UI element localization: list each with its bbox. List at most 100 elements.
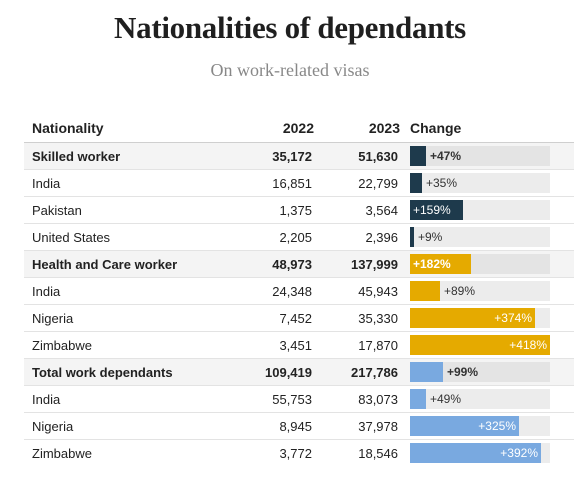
change-bar (410, 200, 463, 220)
nationality-cell: Skilled worker (24, 142, 232, 170)
change-bar (410, 335, 550, 355)
value-2023-cell: 17,870 (314, 331, 400, 359)
table-row: Zimbabwe 3,451 17,870 +418% (24, 331, 574, 359)
table-group-row: Health and Care worker 48,973 137,999 +182% (24, 250, 574, 278)
header-nationality: Nationality (32, 120, 104, 136)
page-title: Nationalities of dependants (114, 10, 466, 45)
nationality-cell: United States (24, 223, 232, 251)
value-2022-cell: 16,851 (232, 169, 314, 197)
value-2022-cell: 7,452 (232, 304, 314, 332)
value-2023-cell: 35,330 (314, 304, 400, 332)
value-2022-cell: 3,772 (232, 439, 314, 466)
nationality-cell: Health and Care worker (24, 250, 232, 278)
change-bar (410, 227, 414, 247)
table-group-row: Skilled worker 35,172 51,630 +47% (24, 142, 574, 170)
change-label: +418% (509, 338, 547, 352)
change-cell: +49% (400, 385, 574, 413)
change-bar (410, 281, 440, 301)
change-cell: +392% (400, 439, 574, 466)
nationality-cell: Zimbabwe (24, 331, 232, 359)
change-label: +159% (413, 203, 451, 217)
table-header-row: Nationality 2022 2023 Change (24, 114, 574, 143)
change-bar (410, 146, 426, 166)
nationality-cell: India (24, 169, 232, 197)
table-row: Nigeria 7,452 35,330 +374% (24, 304, 574, 332)
value-2023-cell: 2,396 (314, 223, 400, 251)
table-row: India 55,753 83,073 +49% (24, 385, 574, 413)
value-2022-cell: 3,451 (232, 331, 314, 359)
value-2023-cell: 217,786 (314, 358, 400, 386)
change-cell: +325% (400, 412, 574, 440)
change-label: +374% (494, 311, 532, 325)
change-label: +392% (500, 446, 538, 460)
change-label: +325% (478, 419, 516, 433)
nationality-cell: Total work dependants (24, 358, 232, 386)
change-bar-track: +159% (410, 200, 550, 220)
change-bar (410, 308, 535, 328)
change-bar-track: +182% (410, 254, 550, 274)
change-bar-track: +49% (410, 389, 550, 409)
header-2022: 2022 (282, 120, 314, 136)
value-2022-cell: 109,419 (232, 358, 314, 386)
change-label: +49% (430, 392, 462, 406)
change-bar-track: +99% (410, 362, 550, 382)
change-label: +9% (418, 230, 443, 244)
change-bar (410, 416, 519, 436)
nationality-cell: Nigeria (24, 412, 232, 440)
change-cell: +418% (400, 331, 574, 359)
value-2022-cell: 35,172 (232, 142, 314, 170)
value-2022-cell: 48,973 (232, 250, 314, 278)
table-row: India 24,348 45,943 +89% (24, 277, 574, 305)
value-2023-cell: 37,978 (314, 412, 400, 440)
change-cell: +89% (400, 277, 574, 305)
nationality-cell: India (24, 385, 232, 413)
change-cell: +9% (400, 223, 574, 251)
value-2023-cell: 83,073 (314, 385, 400, 413)
dependants-table: Nationality 2022 2023 Change Skilled wor… (24, 114, 574, 466)
table-row: Nigeria 8,945 37,978 +325% (24, 412, 574, 440)
change-cell: +99% (400, 358, 574, 386)
change-bar (410, 389, 426, 409)
change-bar-track: +89% (410, 281, 550, 301)
table-body: Skilled worker 35,172 51,630 +47% India 16,85… (24, 142, 574, 466)
nationality-cell: Nigeria (24, 304, 232, 332)
table-row: India 16,851 22,799 +35% (24, 169, 574, 197)
change-label: +35% (426, 176, 458, 190)
change-label: +99% (447, 365, 479, 379)
table-group-row: Total work dependants 109,419 217,786 +99% (24, 358, 574, 386)
change-bar (410, 254, 471, 274)
change-bar-track: +418% (410, 335, 550, 355)
change-label: +89% (444, 284, 476, 298)
value-2022-cell: 1,375 (232, 196, 314, 224)
page-subtitle: On work-related visas (210, 60, 370, 80)
change-cell: +182% (400, 250, 574, 278)
change-bar (410, 443, 541, 463)
value-2023-cell: 18,546 (314, 439, 400, 466)
change-bar-track: +47% (410, 146, 550, 166)
change-bar-track: +374% (410, 308, 550, 328)
change-bar-track: +392% (410, 443, 550, 463)
value-2023-cell: 137,999 (314, 250, 400, 278)
value-2022-cell: 24,348 (232, 277, 314, 305)
header-change: Change (410, 120, 462, 136)
change-bar-track: +35% (410, 173, 550, 193)
change-bar (410, 173, 422, 193)
value-2023-cell: 3,564 (314, 196, 400, 224)
header-2023: 2023 (368, 120, 400, 136)
value-2022-cell: 8,945 (232, 412, 314, 440)
change-bar-track: +325% (410, 416, 550, 436)
change-label: +47% (430, 149, 462, 163)
change-cell: +35% (400, 169, 574, 197)
nationality-cell: Zimbabwe (24, 439, 232, 466)
value-2023-cell: 22,799 (314, 169, 400, 197)
table-row: United States 2,205 2,396 +9% (24, 223, 574, 251)
change-cell: +159% (400, 196, 574, 224)
change-cell: +374% (400, 304, 574, 332)
value-2023-cell: 51,630 (314, 142, 400, 170)
value-2022-cell: 2,205 (232, 223, 314, 251)
table-row: Pakistan 1,375 3,564 +159% (24, 196, 574, 224)
change-bar (410, 362, 443, 382)
change-cell: +47% (400, 142, 574, 170)
nationality-cell: Pakistan (24, 196, 232, 224)
value-2022-cell: 55,753 (232, 385, 314, 413)
